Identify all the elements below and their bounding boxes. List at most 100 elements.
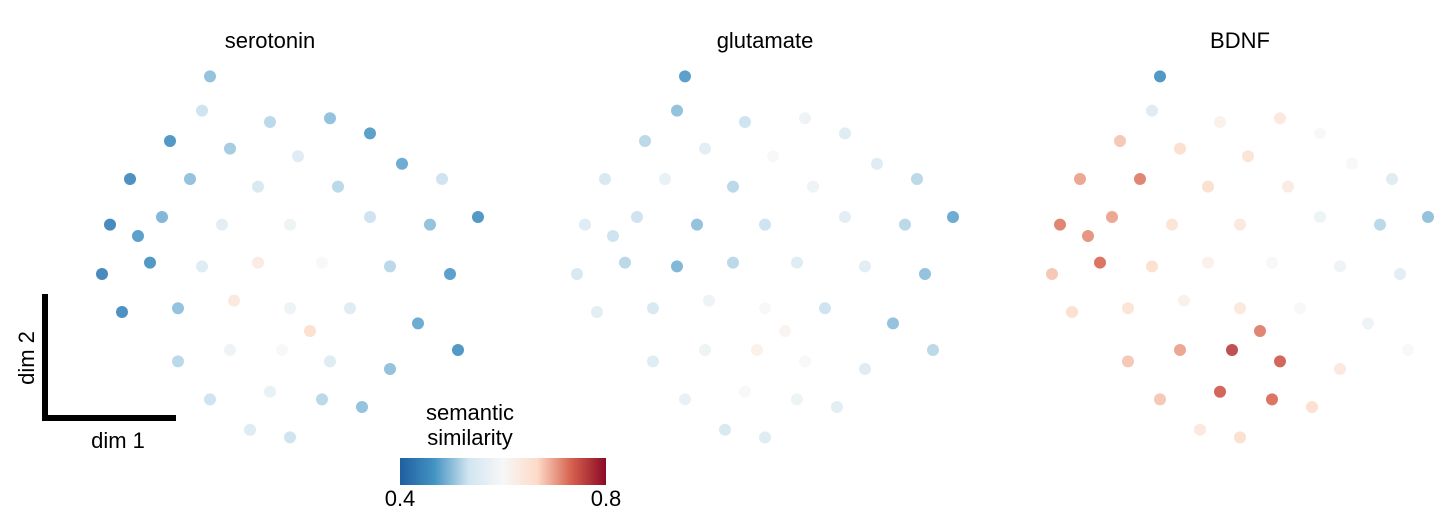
point bbox=[1254, 325, 1266, 337]
point bbox=[472, 211, 484, 223]
point bbox=[356, 401, 368, 413]
point bbox=[859, 260, 871, 273]
point bbox=[1214, 385, 1226, 398]
point bbox=[1054, 218, 1066, 231]
point bbox=[228, 294, 240, 307]
point bbox=[164, 135, 176, 147]
point bbox=[659, 173, 671, 185]
point bbox=[631, 211, 643, 223]
point bbox=[759, 218, 771, 231]
point bbox=[871, 157, 883, 170]
point bbox=[759, 431, 771, 444]
point bbox=[1122, 355, 1134, 368]
point bbox=[156, 211, 168, 223]
point bbox=[899, 218, 911, 231]
point bbox=[699, 142, 711, 155]
point bbox=[719, 423, 731, 436]
point bbox=[671, 260, 683, 273]
point bbox=[591, 306, 603, 318]
point bbox=[1334, 260, 1346, 273]
point bbox=[1402, 344, 1414, 356]
point bbox=[1422, 211, 1434, 223]
point bbox=[859, 363, 871, 375]
colorbar-tick-label: 0.4 bbox=[385, 486, 416, 511]
point bbox=[284, 218, 296, 231]
point bbox=[172, 302, 184, 315]
point bbox=[819, 302, 831, 315]
x-axis-label: dim 1 bbox=[91, 428, 145, 453]
point bbox=[607, 230, 619, 242]
panel-title: glutamate bbox=[717, 28, 814, 53]
point bbox=[1074, 173, 1086, 185]
point bbox=[196, 104, 208, 117]
point bbox=[1046, 268, 1058, 280]
point bbox=[204, 393, 216, 406]
point bbox=[1234, 302, 1246, 315]
point bbox=[396, 157, 408, 170]
point bbox=[947, 211, 959, 223]
point bbox=[1346, 157, 1358, 170]
point bbox=[727, 180, 739, 193]
point bbox=[1146, 260, 1158, 273]
point bbox=[384, 363, 396, 375]
panel-title: serotonin bbox=[225, 28, 316, 53]
point bbox=[1094, 256, 1106, 269]
point bbox=[691, 218, 703, 231]
colorbar bbox=[400, 458, 606, 485]
y-axis-label: dim 2 bbox=[14, 331, 39, 385]
point bbox=[831, 401, 843, 413]
point bbox=[244, 423, 256, 436]
point bbox=[807, 180, 819, 193]
point bbox=[284, 302, 296, 315]
point bbox=[799, 355, 811, 368]
point bbox=[252, 256, 264, 269]
point bbox=[316, 393, 328, 406]
point bbox=[104, 218, 116, 231]
point bbox=[436, 173, 448, 185]
point bbox=[1082, 230, 1094, 242]
point bbox=[839, 127, 851, 140]
point bbox=[1374, 218, 1386, 231]
point bbox=[1386, 173, 1398, 185]
point bbox=[1146, 104, 1158, 117]
point bbox=[839, 211, 851, 223]
point bbox=[739, 116, 751, 128]
point bbox=[791, 256, 803, 269]
point bbox=[1174, 142, 1186, 155]
point bbox=[791, 393, 803, 406]
point bbox=[1178, 294, 1190, 307]
point bbox=[679, 393, 691, 406]
point bbox=[1234, 218, 1246, 231]
panel-title: BDNF bbox=[1210, 28, 1270, 53]
point bbox=[1314, 127, 1326, 140]
point bbox=[599, 173, 611, 185]
point bbox=[144, 256, 156, 269]
point bbox=[1066, 306, 1078, 318]
point bbox=[759, 302, 771, 315]
colorbar-label: semantic similarity bbox=[425, 400, 515, 450]
point bbox=[424, 218, 436, 231]
point bbox=[779, 325, 791, 337]
point bbox=[727, 256, 739, 269]
point bbox=[1266, 256, 1278, 269]
point bbox=[324, 355, 336, 368]
point bbox=[316, 256, 328, 269]
point bbox=[324, 112, 336, 125]
point bbox=[919, 268, 931, 280]
point bbox=[412, 317, 424, 330]
point bbox=[344, 302, 356, 315]
point bbox=[216, 218, 228, 231]
point bbox=[172, 355, 184, 368]
point bbox=[1106, 211, 1118, 223]
point bbox=[1274, 355, 1286, 368]
point bbox=[699, 344, 711, 356]
point bbox=[1154, 70, 1166, 83]
point bbox=[1194, 423, 1206, 436]
point bbox=[751, 344, 763, 356]
point bbox=[452, 344, 464, 356]
point bbox=[184, 173, 196, 185]
point bbox=[364, 127, 376, 140]
point bbox=[571, 268, 583, 280]
point bbox=[204, 70, 216, 83]
